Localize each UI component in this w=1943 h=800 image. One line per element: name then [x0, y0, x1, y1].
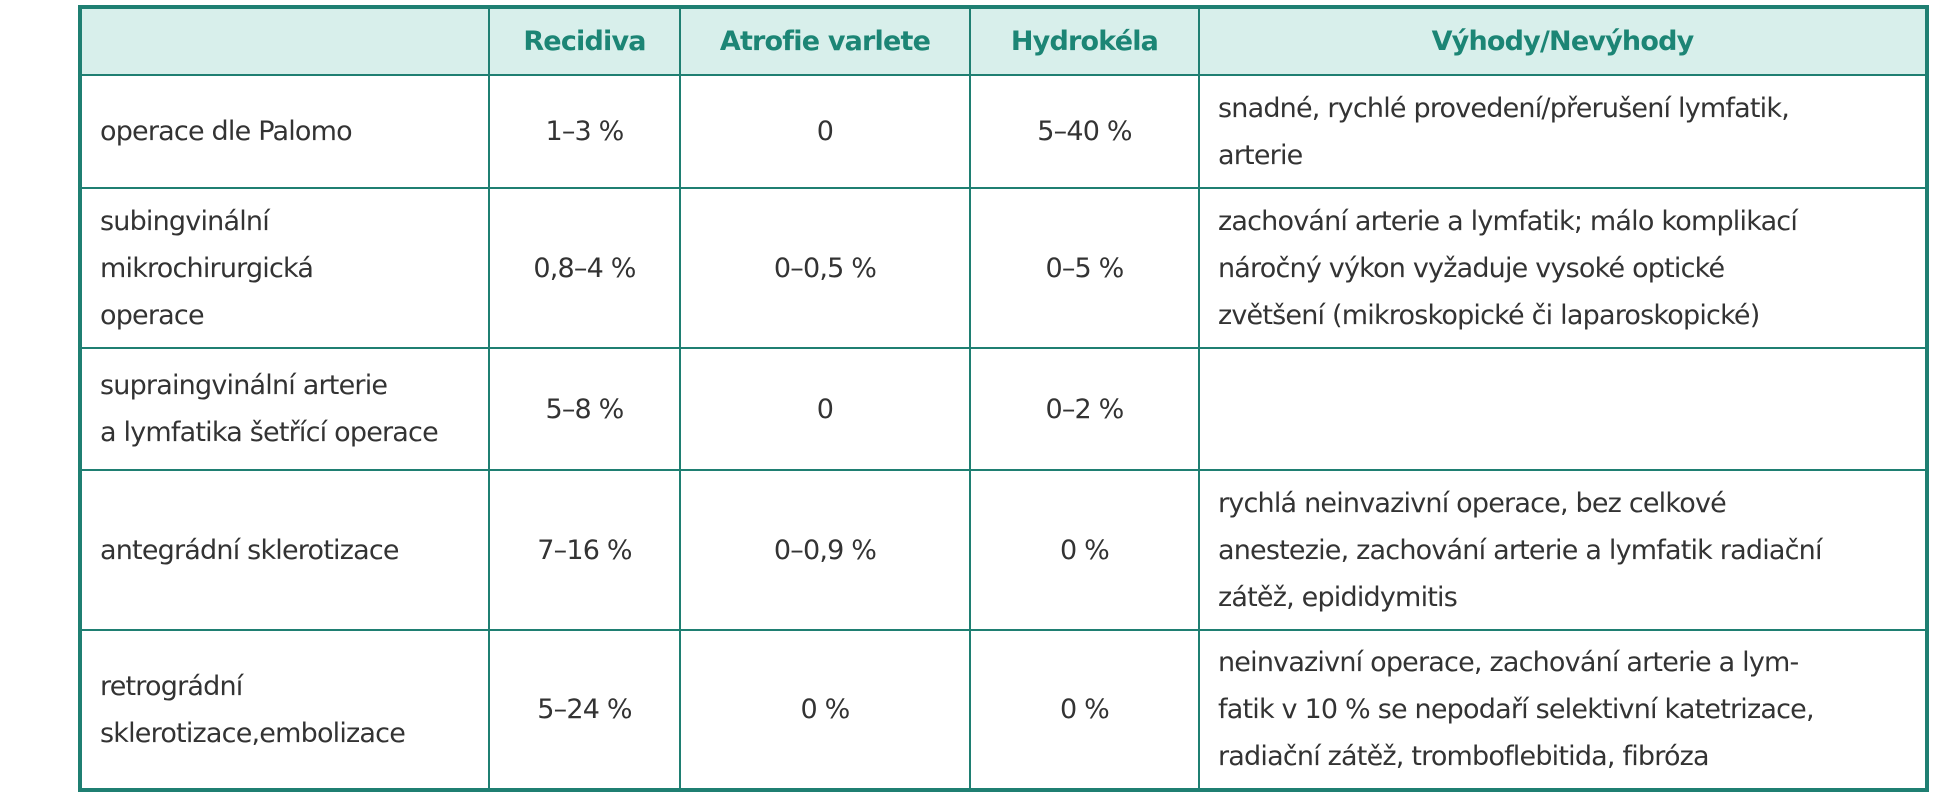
cell-line: 5–40 % — [1037, 116, 1132, 147]
cell-line: antegrádní sklerotizace — [100, 534, 399, 566]
table-cell — [1198, 347, 1928, 471]
table-cell: snadné, rychlé provedení/přerušení lymfa… — [1198, 74, 1928, 189]
table-row: supraingvinální arterie a lymfatika šetří… — [79, 347, 1928, 471]
table-cell: 0–5 % — [969, 187, 1200, 349]
cell-line: 0 % — [800, 694, 850, 725]
cell-line: a lymfatika šetřící operace — [100, 417, 439, 448]
table-cell: 7–16 % — [488, 469, 681, 631]
cell-line: sklerotizace,embolizace — [100, 717, 406, 749]
table-row: retrográdní sklerotizace,embolizace 5–24 %… — [79, 629, 1928, 791]
table-cell: retrográdní sklerotizace,embolizace — [79, 629, 490, 791]
header-row: Recidiva Atrofie varlete Hydrokéla Výhody/N… — [79, 6, 1928, 76]
cell-line: operace — [100, 299, 205, 331]
table-cell: 0 — [679, 74, 971, 189]
table-row: operace dle Palomo 1–3 % 0 5–40 % snadné, ry… — [79, 74, 1928, 189]
cell-line: fatik v 10 % se nepodaří selektivní kate… — [1218, 694, 1815, 725]
table-cell: 5–8 % — [488, 347, 681, 471]
table-cell: 0 % — [969, 629, 1200, 791]
table-row: subingvinální mikrochirurgická operace 0,8–… — [79, 187, 1928, 349]
cell-line: 0 — [816, 393, 834, 425]
cell-line: 0–2 % — [1045, 393, 1124, 425]
cell-line: snadné, rychlé provedení/přerušení lymfa… — [1218, 92, 1790, 124]
cell-line: 0–0,9 % — [773, 534, 877, 566]
header-cell: Hydrokéla — [969, 6, 1200, 76]
cell-line: 0 % — [1059, 534, 1110, 566]
cell-line: operace dle Palomo — [100, 116, 353, 147]
cell-line: arterie — [1218, 139, 1303, 171]
table-cell: neinvazivní operace, zachování arterie a… — [1198, 629, 1928, 791]
table-cell: 0–2 % — [969, 347, 1200, 471]
cell-line: 5–24 % — [537, 694, 632, 725]
cell-line: 0–0,5 % — [773, 252, 877, 284]
table-cell: 1–3 % — [488, 74, 681, 189]
header-cell: Výhody/Nevýhody — [1198, 6, 1928, 76]
cell-line: zachování arterie a lymfatik; málo kompl… — [1218, 205, 1798, 237]
table-cell: 0 % — [969, 469, 1200, 631]
cell-line: mikrochirurgická — [100, 252, 314, 284]
table-cell: operace dle Palomo — [79, 74, 490, 189]
header-cell: Atrofie varlete — [679, 6, 971, 76]
cell-line: subingvinální — [100, 205, 270, 237]
cell-line: rychlá neinvazivní operace, bez celkové — [1218, 487, 1727, 519]
cell-line: radiační zátěž, tromboflebitida, fibróza — [1218, 741, 1710, 772]
table-row: antegrádní sklerotizace 7–16 % 0–0,9 % 0 % r… — [79, 469, 1928, 631]
table-cell: zachování arterie a lymfatik; málo kompl… — [1198, 187, 1928, 349]
table-cell: supraingvinální arterie a lymfatika šetří… — [79, 347, 490, 471]
table-cell: 5–24 % — [488, 629, 681, 791]
table-cell: subingvinální mikrochirurgická operace — [79, 187, 490, 349]
cell-line: retrográdní — [100, 670, 243, 702]
table-cell: antegrádní sklerotizace — [79, 469, 490, 631]
cell-line: zvětšení (mikroskopické či laparoskopick… — [1218, 299, 1760, 331]
table-cell: 0,8–4 % — [488, 187, 681, 349]
cell-line: 0–5 % — [1045, 252, 1124, 284]
cell-line: 0 % — [1059, 694, 1110, 725]
table-cell: rychlá neinvazivní operace, bez celkové a… — [1198, 469, 1928, 631]
cell-line: 0,8–4 % — [533, 252, 636, 284]
table-cell: 0 — [679, 347, 971, 471]
table-cell: 5–40 % — [969, 74, 1200, 189]
cell-line: náročný výkon vyžaduje vysoké optické — [1218, 252, 1725, 284]
header-empty — [79, 6, 490, 76]
cell-line: neinvazivní operace, zachování arterie a… — [1218, 647, 1799, 678]
table-cell: 0–0,5 % — [679, 187, 971, 349]
cell-line: anestezie, zachování arterie a lymfatik … — [1218, 534, 1823, 566]
cell-line: supraingvinální arterie — [100, 370, 388, 401]
header-cell: Recidiva — [488, 6, 681, 76]
cell-line: 1–3 % — [545, 116, 624, 147]
cell-line: 0 — [816, 116, 834, 147]
table-cell: 0 % — [679, 629, 971, 791]
table-wrap: Recidiva Atrofie varlete Hydrokéla Výhody/N… — [78, 5, 1929, 792]
cell-line: 5–8 % — [545, 393, 624, 425]
comparison-table: Recidiva Atrofie varlete Hydrokéla Výhody/N… — [78, 5, 1929, 792]
table-cell: 0–0,9 % — [679, 469, 971, 631]
cell-line: zátěž, epididymitis — [1218, 581, 1458, 613]
cell-line: 7–16 % — [537, 534, 632, 566]
